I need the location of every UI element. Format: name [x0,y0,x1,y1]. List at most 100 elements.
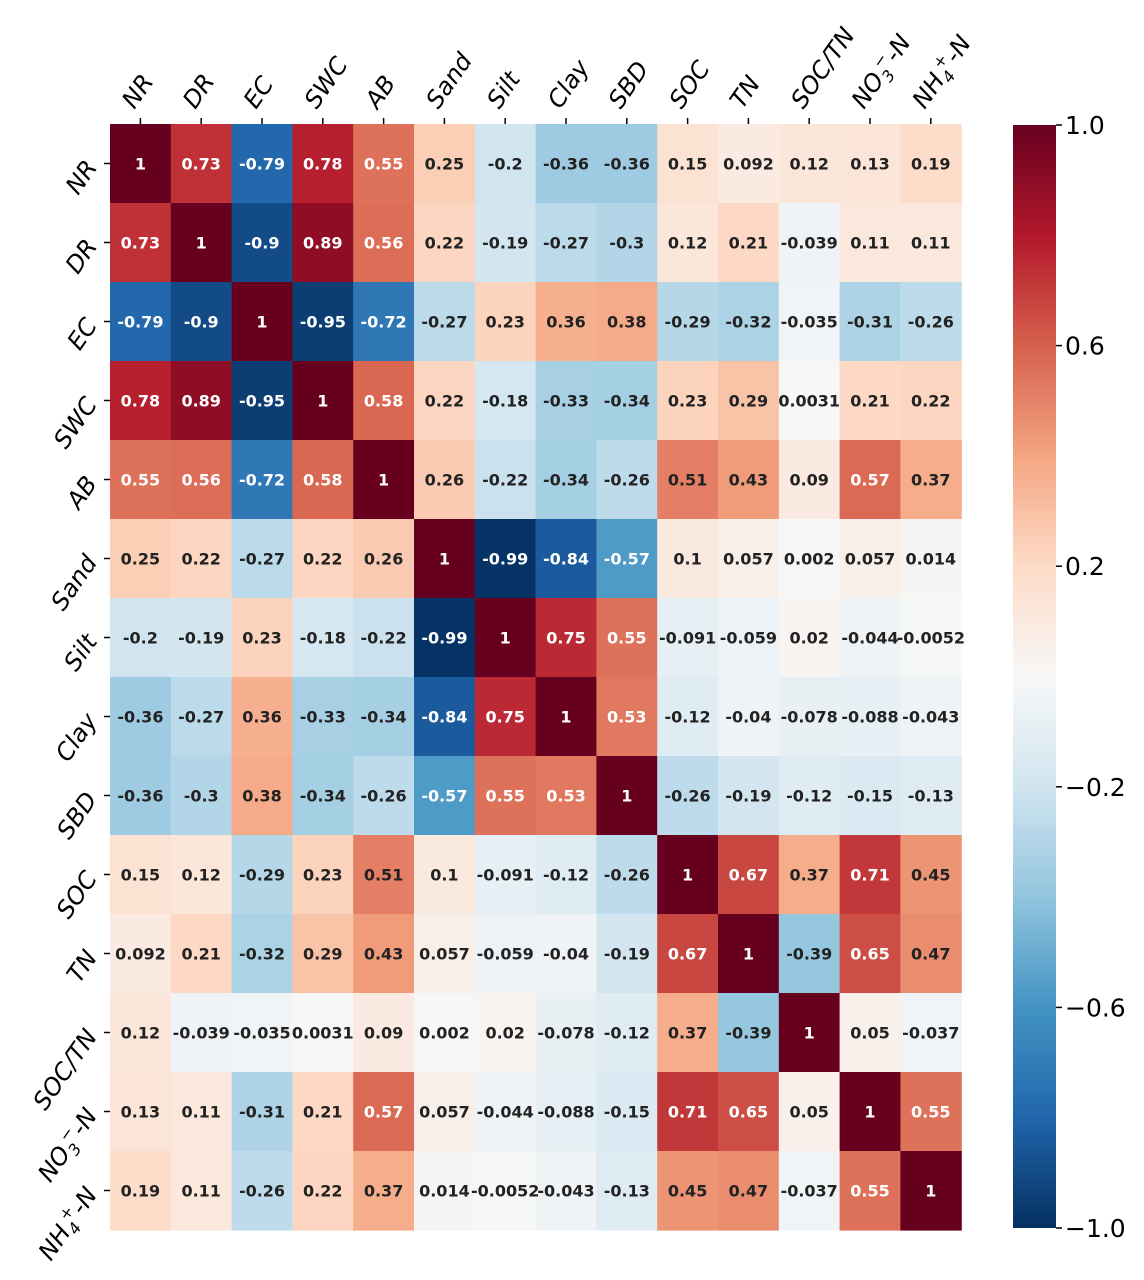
cell-value-r10-c13: 0.47 [911,945,950,964]
heatmap-cell-r7-c10 [718,677,780,757]
heatmap-cell-r10-c6 [474,914,537,994]
heatmap-cell-r4-c10 [718,440,780,520]
heatmap-cell-r0-c6 [474,124,537,204]
cell-value-r8-c10: -0.19 [725,787,771,806]
heatmap-cell-r13-c11 [778,1151,841,1231]
cell-value-r9-c8: -0.26 [604,866,650,885]
heatmap-cell-r10-c11 [778,914,841,994]
cell-value-r3-c10: 0.29 [729,392,768,411]
cell-value-r2-c4: -0.72 [361,313,407,332]
heatmap-cell-r4-c5 [414,440,476,520]
heatmap-cell-r13-c5 [414,1151,476,1231]
cell-value-r2-c1: -0.9 [184,313,219,332]
colorbar-tick-label-0: 1.0 [1065,111,1105,140]
heatmap-cell-r1-c4 [353,203,415,283]
cell-value-r9-c0: 0.15 [121,866,160,885]
heatmap-cell-r12-c5 [414,1072,476,1152]
heatmap-cell-r10-c9 [657,914,719,994]
heatmap-cell-r9-c7 [535,835,597,915]
cell-value-r11-c4: 0.09 [364,1024,403,1043]
cell-value-r1-c11: -0.039 [781,234,838,253]
heatmap-cell-r3-c9 [657,361,719,441]
cell-value-r9-c10: 0.67 [729,866,768,885]
heatmap-cell-r5-c4 [353,519,415,599]
heatmap-cell-r1-c12 [839,203,901,283]
heatmap-cell-r6-c5 [414,598,476,678]
x-tick-label-8: SBD [603,56,655,113]
heatmap-cell-r7-c0 [110,677,172,757]
cell-value-r4-c11: 0.09 [789,471,828,490]
heatmap-cell-r9-c0 [110,835,172,915]
heatmap-cell-r13-c4 [353,1151,415,1231]
x-tick-label-7: Clay [542,54,595,114]
heatmap-cell-r3-c2 [231,361,293,441]
heatmap-cell-r5-c9 [657,519,719,599]
heatmap-cell-r7-c12 [839,677,901,757]
heatmap-cell-r9-c2 [231,835,293,915]
heatmap-cell-r5-c6 [474,519,537,599]
cell-value-r2-c11: -0.035 [781,313,838,332]
cell-value-r10-c0: 0.092 [115,945,166,964]
cell-value-r9-c13: 0.45 [911,866,950,885]
heatmap-cell-r12-c10 [718,1072,780,1152]
cell-value-r12-c7: -0.088 [537,1103,594,1122]
heatmap-cell-r10-c5 [414,914,476,994]
heatmap-cell-r6-c4 [353,598,415,678]
heatmap-cell-r6-c2 [231,598,293,678]
heatmap-cell-r5-c8 [596,519,658,599]
cell-value-r5-c6: -0.99 [482,550,528,569]
cell-value-r6-c1: -0.19 [178,629,224,648]
cell-value-r13-c1: 0.11 [181,1182,220,1201]
cell-value-r5-c0: 0.25 [121,550,160,569]
cell-value-r7-c2: 0.36 [242,708,281,727]
cell-value-r4-c7: -0.34 [543,471,589,490]
heatmap-cell-r8-c4 [353,756,415,836]
heatmap-cell-r8-c6 [474,756,537,836]
heatmap-cell-r3-c0 [110,361,172,441]
colorbar: 1.0 0.6 0.2 −0.2 −0.6 −1.0 [1013,111,1126,1243]
heatmap-cell-r8-c13 [900,756,962,836]
heatmap-cell-r8-c0 [110,756,172,836]
y-tick-label-4: AB [60,471,103,516]
cell-value-r12-c3: 0.21 [303,1103,342,1122]
heatmap-cell-r2-c3 [292,282,354,362]
colorbar-tick-label-1: 0.6 [1065,332,1105,361]
colorbar-tick-label-4: −0.6 [1065,993,1126,1022]
cell-value-r13-c3: 0.22 [303,1182,342,1201]
cell-value-r4-c13: 0.37 [911,471,950,490]
heatmap-cell-r13-c2 [231,1151,293,1231]
cell-value-r6-c4: -0.22 [361,629,407,648]
heatmap-cell-r8-c1 [170,756,233,836]
heatmap-cell-r2-c0 [110,282,172,362]
heatmap-cell-r10-c7 [535,914,597,994]
cell-value-r10-c6: -0.059 [477,945,534,964]
heatmap-cell-r4-c2 [231,440,293,520]
cell-value-r4-c10: 0.43 [729,471,768,490]
heatmap-cell-r5-c5 [414,519,476,599]
x-tick-label-5: Sand [420,47,478,113]
cell-value-r13-c12: 0.55 [850,1182,889,1201]
cell-value-r0-c10: 0.092 [723,155,774,174]
cell-value-r10-c1: 0.21 [181,945,220,964]
cell-value-r9-c5: 0.1 [430,866,458,885]
cell-value-r1-c7: -0.27 [543,234,589,253]
cell-value-r13-c10: 0.47 [729,1182,768,1201]
heatmap-cell-r12-c8 [596,1072,658,1152]
cell-value-r2-c7: 0.36 [546,313,585,332]
heatmap-cell-r9-c11 [778,835,841,915]
cell-value-r2-c9: -0.29 [665,313,711,332]
cell-value-r7-c6: 0.75 [485,708,524,727]
cell-value-r7-c12: -0.088 [841,708,898,727]
heatmap-cell-r4-c7 [535,440,597,520]
x-tick-label-1: DR [177,69,220,114]
cell-value-r1-c4: 0.56 [364,234,403,253]
cell-value-r10-c5: 0.057 [419,945,470,964]
colorbar-tick-label-3: −0.2 [1065,773,1126,802]
cell-value-r4-c3: 0.58 [303,471,342,490]
cell-value-r12-c12: 1 [864,1103,875,1122]
heatmap-cell-r10-c10 [718,914,780,994]
heatmap-cell-r13-c0 [110,1151,172,1231]
heatmap-cell-r11-c9 [657,993,719,1073]
heatmap-cell-r4-c12 [839,440,901,520]
y-tick-label-8: SBD [51,787,103,844]
